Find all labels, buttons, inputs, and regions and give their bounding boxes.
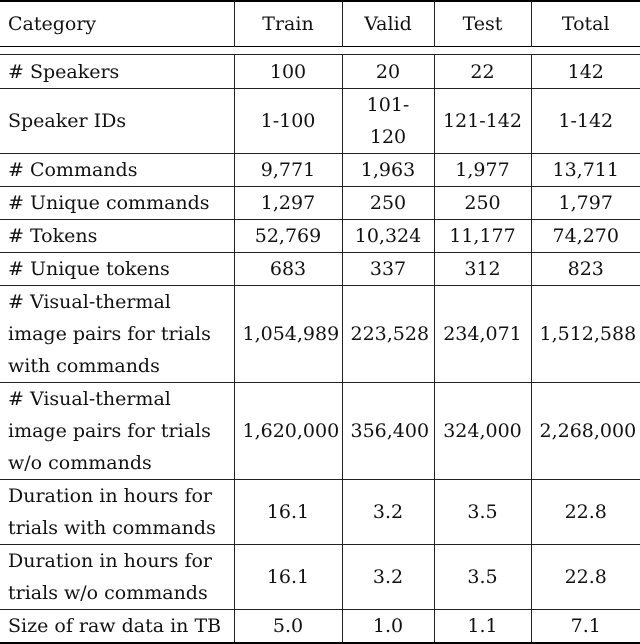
row-valid: 1,963: [341, 153, 434, 187]
row-total: 22.8: [530, 479, 640, 545]
header-train: Train: [233, 1, 342, 47]
row-valid: 10,324: [341, 219, 434, 253]
row-valid: 3.2: [341, 544, 434, 610]
row-test: 1.1: [433, 609, 531, 643]
row-valid: 3.2: [341, 479, 434, 545]
row-valid: 337: [341, 252, 434, 286]
row-test: 234,071: [433, 285, 531, 383]
row-total: 1,797: [530, 186, 640, 220]
row-train: 16.1: [233, 479, 342, 545]
row-train: 16.1: [233, 544, 342, 610]
row-total: 1-142: [530, 88, 640, 154]
row-valid: 20: [341, 54, 434, 89]
row-test: 22: [433, 54, 531, 89]
row-total: 74,270: [530, 219, 640, 253]
row-valid: 101-120: [341, 88, 434, 154]
row-test: 312: [433, 252, 531, 286]
row-train: 52,769: [233, 219, 342, 253]
row-category: # Visual-thermal image pairs for trials …: [8, 291, 211, 377]
table-row: Duration in hours for trials w/o command…: [0, 544, 640, 610]
row-category: Duration in hours for trials w/o command…: [8, 550, 212, 604]
table-row: # Tokens 52,769 10,324 11,177 74,270: [0, 219, 640, 253]
row-train: 9,771: [233, 153, 342, 187]
row-category: # Tokens: [8, 225, 98, 247]
row-train: 683: [233, 252, 342, 286]
row-category: # Unique tokens: [8, 258, 170, 280]
row-total: 1,512,588: [530, 285, 640, 383]
row-valid: 250: [341, 186, 434, 220]
row-category: # Visual-thermal image pairs for trials …: [8, 388, 211, 474]
table-row: # Unique tokens 683 337 312 823: [0, 252, 640, 286]
row-total: 142: [530, 54, 640, 89]
table-row: # Visual-thermal image pairs for trials …: [0, 382, 640, 480]
row-total: 823: [530, 252, 640, 286]
row-train: 100: [233, 54, 342, 89]
row-category: Speaker IDs: [8, 110, 127, 132]
table-row: Speaker IDs 1-100 101-120 121-142 1-142: [0, 88, 640, 154]
row-category: # Unique commands: [8, 192, 210, 214]
row-valid: 223,528: [341, 285, 434, 383]
table-row: Duration in hours for trials with comman…: [0, 479, 640, 545]
row-test: 3.5: [433, 479, 531, 545]
row-category: Size of raw data in TB: [8, 615, 222, 637]
row-test: 1,977: [433, 153, 531, 187]
row-category: Duration in hours for trials with comman…: [8, 485, 216, 539]
header-test: Test: [433, 1, 531, 47]
row-category: # Speakers: [8, 61, 120, 83]
row-total: 22.8: [530, 544, 640, 610]
table-row: Size of raw data in TB 5.0 1.0 1.1 7.1: [0, 609, 640, 643]
header-total: Total: [530, 1, 640, 47]
row-valid: 1.0: [341, 609, 434, 643]
row-test: 250: [433, 186, 531, 220]
table-row: # Visual-thermal image pairs for trials …: [0, 285, 640, 383]
row-train: 1-100: [233, 88, 342, 154]
row-train: 5.0: [233, 609, 342, 643]
row-total: 7.1: [530, 609, 640, 643]
row-total: 2,268,000: [530, 382, 640, 480]
row-train: 1,620,000: [233, 382, 342, 480]
table-header-row: Category Train Valid Test Total: [0, 1, 640, 47]
row-test: 121-142: [433, 88, 531, 154]
table-row: # Commands 9,771 1,963 1,977 13,711: [0, 153, 640, 187]
table-row: # Unique commands 1,297 250 250 1,797: [0, 186, 640, 220]
row-category: # Commands: [8, 159, 138, 181]
row-train: 1,297: [233, 186, 342, 220]
header-category: Category: [8, 13, 97, 35]
row-train: 1,054,989: [233, 285, 342, 383]
row-test: 3.5: [433, 544, 531, 610]
table-row: # Speakers 100 20 22 142: [0, 54, 640, 89]
row-test: 11,177: [433, 219, 531, 253]
row-test: 324,000: [433, 382, 531, 480]
row-total: 13,711: [530, 153, 640, 187]
row-valid: 356,400: [341, 382, 434, 480]
header-valid: Valid: [341, 1, 434, 47]
